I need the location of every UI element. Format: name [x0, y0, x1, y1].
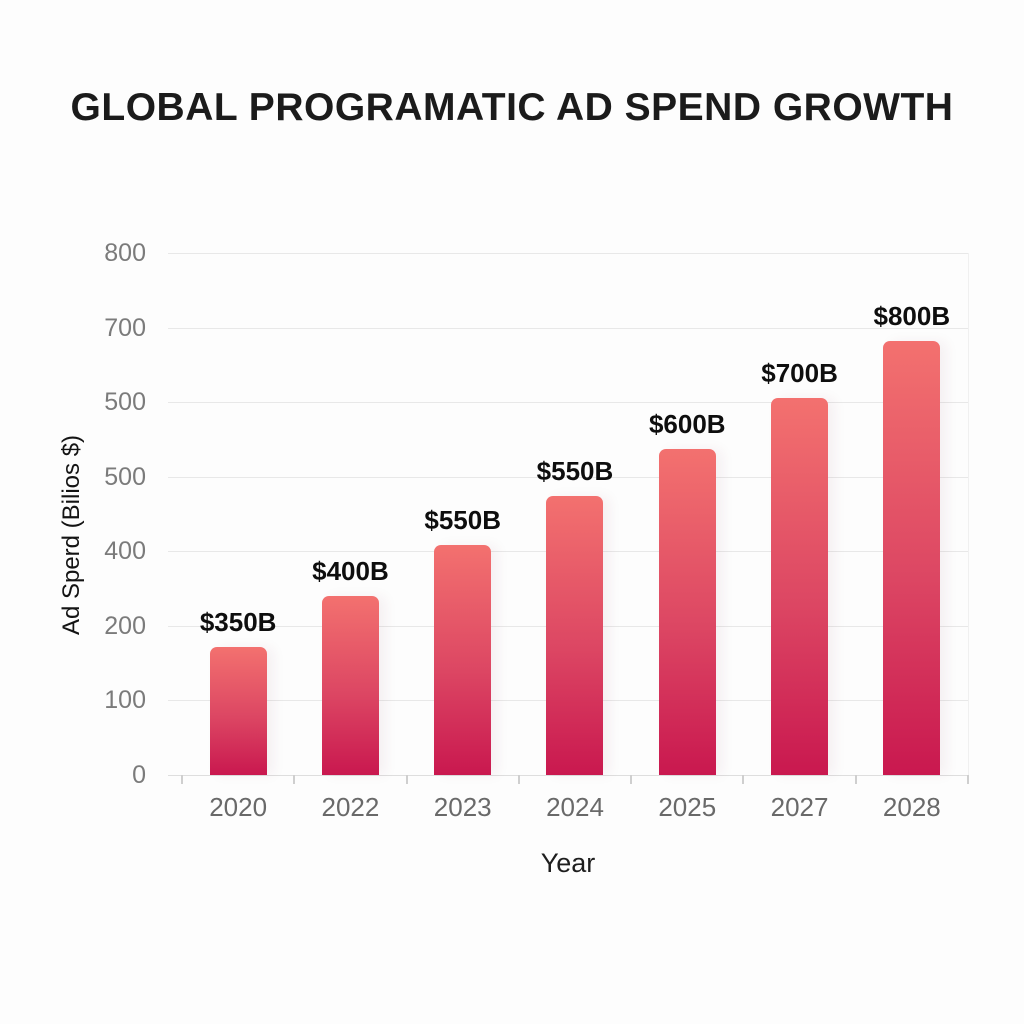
y-tick-label: 100: [104, 686, 146, 715]
bar: [771, 397, 829, 775]
bar-value-label: $550B: [536, 455, 614, 486]
gridline: 0: [132, 761, 968, 789]
gridline: 500: [104, 463, 968, 491]
y-tick-label: 400: [104, 537, 146, 566]
x-tick-label: 2020: [209, 792, 268, 822]
bar-value-label: $800B: [873, 301, 951, 332]
x-tick-label: 2028: [882, 792, 941, 822]
x-tick-mark: [517, 775, 520, 784]
x-tick-mark: [405, 775, 408, 784]
x-tick-mark: [742, 775, 745, 784]
bar-column: $800B: [856, 253, 968, 775]
y-tick-label: 0: [132, 761, 146, 789]
x-tick-labels: 2020 2022 2023 2024 2025 2027 2028: [168, 792, 968, 823]
bar-column: $400B: [294, 253, 406, 775]
y-tick-label: 700: [104, 313, 146, 342]
chart-title: GLOBAL PROGRAMATIC AD SPEND GROWTH: [70, 86, 954, 129]
x-tick-label: 2024: [546, 792, 604, 822]
x-tick-mark: [854, 775, 857, 784]
x-axis-title: Year: [540, 848, 596, 878]
bar-value-label: $550B: [424, 504, 502, 535]
gridline: 700: [104, 314, 968, 342]
bar: [546, 495, 604, 775]
y-tick-label: 800: [104, 239, 146, 267]
y-tick-label: 500: [104, 388, 146, 417]
x-tick-label: 2022: [321, 792, 380, 822]
bar-column: $700B: [743, 253, 855, 775]
bar: [434, 544, 492, 775]
x-tick-mark: [181, 775, 183, 784]
bar-column: $600B: [631, 253, 743, 775]
bar-column: $350B: [182, 253, 294, 775]
gridline: 500: [104, 388, 968, 416]
bar-column: $550B: [519, 253, 631, 775]
bar-value-label: $700B: [761, 357, 838, 388]
bar-value-label: $350B: [199, 607, 277, 638]
x-tick-label: 2027: [770, 792, 829, 822]
bar: [658, 448, 716, 775]
bar-value-label: $400B: [312, 556, 389, 587]
x-tick-mark: [967, 775, 969, 784]
x-tick-label: 2025: [658, 792, 717, 822]
bar-value-label: $600B: [648, 408, 726, 439]
y-tick-label: 500: [104, 462, 146, 491]
bar: [321, 596, 379, 775]
x-tick-mark: [293, 775, 296, 784]
gridline: 800: [104, 239, 968, 267]
x-axis-ticks: [168, 775, 969, 784]
x-tick-label: 2023: [433, 792, 492, 822]
bars-container: $350B $400B $550B $550B $600B $700B $800B: [168, 253, 968, 775]
bar-column: $550B: [407, 253, 519, 775]
plot-area: 800 700 500 500 400 200 100 0 $350B $400B $550B $5…: [104, 239, 969, 789]
bar: [209, 647, 267, 775]
y-axis-label: Ad Sperd (Bilios $): [58, 434, 85, 636]
x-tick-mark: [630, 775, 633, 784]
bar: [883, 341, 941, 775]
y-tick-label: 200: [104, 611, 146, 640]
